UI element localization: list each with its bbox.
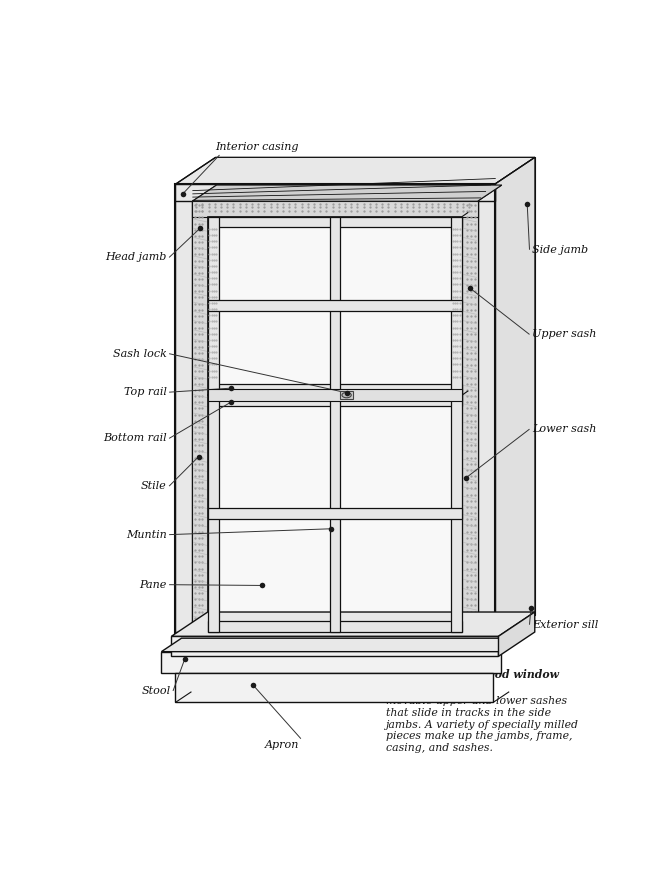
- Bar: [451, 395, 462, 632]
- Polygon shape: [172, 612, 535, 637]
- Bar: [175, 184, 495, 201]
- Text: Pane: Pane: [140, 579, 167, 590]
- Bar: [208, 216, 462, 395]
- Text: Lower sash: Lower sash: [532, 424, 597, 434]
- Text: has
movable upper and lower sashes
that slide in tracks in the side
jambs. A var: has movable upper and lower sashes that …: [386, 685, 579, 753]
- Bar: [478, 184, 495, 643]
- Bar: [451, 216, 462, 395]
- Polygon shape: [495, 157, 535, 643]
- Bar: [208, 216, 219, 395]
- Bar: [208, 508, 462, 519]
- Bar: [208, 384, 462, 395]
- Bar: [208, 395, 462, 632]
- Text: A double-hung wood window: A double-hung wood window: [386, 670, 560, 680]
- Text: Stool: Stool: [142, 686, 170, 696]
- Polygon shape: [215, 157, 535, 615]
- Text: Sash lock: Sash lock: [113, 349, 167, 358]
- Bar: [208, 389, 462, 401]
- Bar: [175, 673, 493, 703]
- Bar: [161, 652, 501, 673]
- Bar: [208, 216, 462, 227]
- Text: Muntin: Muntin: [126, 529, 167, 540]
- Polygon shape: [175, 157, 535, 184]
- Bar: [208, 395, 462, 406]
- Text: Side jamb: Side jamb: [532, 245, 588, 255]
- Text: Upper sash: Upper sash: [532, 329, 597, 340]
- Ellipse shape: [342, 392, 351, 398]
- Text: Top rail: Top rail: [124, 387, 167, 397]
- Bar: [329, 395, 340, 632]
- Bar: [208, 300, 462, 311]
- Bar: [340, 392, 353, 399]
- Text: Bottom rail: Bottom rail: [103, 434, 167, 443]
- Polygon shape: [193, 201, 208, 632]
- Bar: [172, 637, 499, 656]
- Polygon shape: [193, 185, 502, 201]
- Text: Stile: Stile: [141, 481, 167, 491]
- Polygon shape: [499, 612, 535, 656]
- Bar: [208, 395, 219, 632]
- Bar: [208, 620, 462, 632]
- Polygon shape: [462, 201, 478, 632]
- Text: Apron: Apron: [265, 740, 299, 750]
- Bar: [329, 216, 340, 395]
- Text: Head jamb: Head jamb: [105, 252, 167, 263]
- Bar: [175, 632, 495, 643]
- Polygon shape: [161, 638, 521, 652]
- Bar: [175, 184, 193, 643]
- Bar: [208, 216, 462, 632]
- Text: Exterior sill: Exterior sill: [532, 620, 598, 629]
- Text: Interior casing: Interior casing: [215, 142, 299, 152]
- Polygon shape: [193, 201, 478, 216]
